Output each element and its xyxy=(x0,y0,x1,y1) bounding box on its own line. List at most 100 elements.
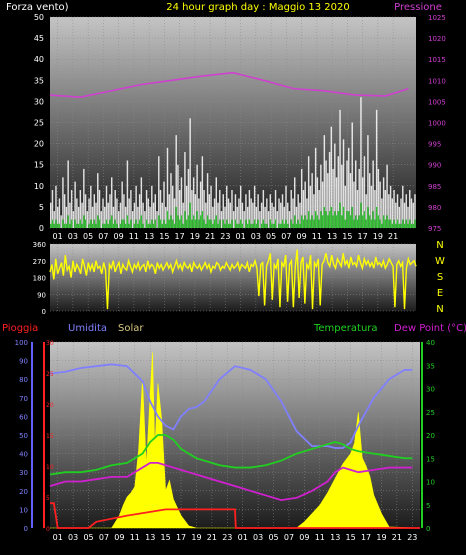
gust-bar xyxy=(189,118,191,228)
temperature-ticks: 0 5 10 15 20 25 30 35 40 xyxy=(426,339,435,533)
speed-bar xyxy=(114,219,116,228)
speed-bar xyxy=(367,206,369,228)
gust-bar xyxy=(152,202,155,228)
speed-bar xyxy=(81,223,83,228)
gust-bar xyxy=(355,160,357,228)
speed-bar xyxy=(196,211,198,228)
climate-x-tick-label: 03 xyxy=(253,533,263,542)
gust-bar xyxy=(360,97,362,229)
rain-tick-label: 25 xyxy=(46,371,54,378)
wind-left-tick-label: 40 xyxy=(34,55,44,64)
direction-ticks: 0 90 180 270 360 xyxy=(33,241,46,316)
speed-bar xyxy=(180,215,183,228)
rain-label: Pioggia xyxy=(2,323,38,334)
gust-bar xyxy=(306,198,308,228)
gust-bar xyxy=(409,190,411,228)
rain-tick-label: 10 xyxy=(46,464,54,471)
speed-bar xyxy=(234,219,237,228)
speed-bar xyxy=(248,219,251,228)
speed-bar xyxy=(159,219,162,228)
speed-bar xyxy=(154,219,157,228)
wind-left-tick-label: 0 xyxy=(39,224,44,233)
climate-x-tick-label: 23 xyxy=(222,533,232,542)
climate-x-tick-label: 21 xyxy=(207,533,217,542)
wind-left-tick-label: 10 xyxy=(34,182,44,191)
wind-x-tick-label: 15 xyxy=(342,232,352,241)
speed-bar xyxy=(163,219,165,228)
gust-bar xyxy=(91,206,94,228)
gust-bar xyxy=(111,177,113,228)
wind-left-tick-label: 15 xyxy=(34,161,44,170)
speed-bar xyxy=(300,215,303,228)
wind-x-tick-label: 21 xyxy=(205,232,215,241)
climate-x-tick-label: 19 xyxy=(191,533,201,542)
gust-bar xyxy=(412,202,414,228)
gust-bar xyxy=(260,202,263,228)
speed-bar xyxy=(255,223,258,228)
gust-bar xyxy=(70,190,73,228)
gust-bar xyxy=(320,164,322,228)
gust-bar xyxy=(191,190,193,228)
wind-x-tick-label: 15 xyxy=(159,232,169,241)
wind-left-tick-label: 45 xyxy=(34,34,44,43)
wind-x-tick-label: 05 xyxy=(83,232,93,241)
climate-x-tick-label: 13 xyxy=(330,533,340,542)
temperature-tick-label: 40 xyxy=(426,339,435,347)
gust-bar xyxy=(65,206,68,228)
humidity-ticks: 0 10 20 30 40 50 60 70 80 90 100 xyxy=(15,339,28,533)
gust-bar xyxy=(297,194,299,228)
humidity-tick-label: 60 xyxy=(19,413,28,421)
rain-ticks: 0 5 10 15 20 25 30 xyxy=(46,340,54,533)
speed-bar xyxy=(149,223,151,228)
pressure-line xyxy=(49,71,409,98)
climate-x-tick-label: 05 xyxy=(268,533,278,542)
wind-left-tick-label: 50 xyxy=(34,13,44,22)
speed-bar xyxy=(133,223,136,228)
wind-left-tick-label: 30 xyxy=(34,97,44,106)
gust-bar xyxy=(62,177,64,228)
speed-bar xyxy=(337,211,340,228)
gust-bar xyxy=(159,190,162,228)
gust-bar xyxy=(327,173,329,228)
speed-bar xyxy=(91,223,94,228)
gust-bar xyxy=(198,198,200,228)
speed-bar xyxy=(360,202,362,228)
dewpoint-line xyxy=(49,461,413,502)
gust-bar xyxy=(210,185,212,228)
gust-bar xyxy=(233,211,235,228)
gust-bar xyxy=(239,185,242,228)
speed-bar xyxy=(201,211,204,228)
rain-tick-label: 5 xyxy=(46,495,50,502)
speed-bar xyxy=(124,223,127,228)
gust-bar xyxy=(50,202,52,228)
gust-bar xyxy=(117,211,120,228)
gust-bar xyxy=(253,185,256,228)
speed-bar xyxy=(342,206,345,228)
wind-x-tick-label: 07 xyxy=(281,232,291,241)
wind-x-tick-label: 07 xyxy=(98,232,108,241)
pressure-tick-label: 1020 xyxy=(428,35,446,43)
wind-x-tick-label: 01 xyxy=(53,232,63,241)
speed-bar xyxy=(304,215,306,228)
gust-bar xyxy=(55,185,57,228)
gust-bar xyxy=(90,185,92,228)
speed-bar xyxy=(51,219,54,228)
speed-bar xyxy=(67,215,69,228)
climate-x-tick-label: 11 xyxy=(315,533,325,542)
speed-bar xyxy=(226,219,228,228)
gust-bar xyxy=(178,190,181,228)
gust-bar xyxy=(187,168,190,228)
gust-bar xyxy=(81,202,83,228)
speed-bar xyxy=(278,223,280,228)
gust-bar xyxy=(166,147,169,228)
speed-bar xyxy=(266,223,268,228)
gust-bar xyxy=(290,190,292,228)
speed-bar xyxy=(77,223,80,228)
speed-bar xyxy=(206,215,209,228)
gust-bar xyxy=(330,126,333,228)
direction-tick-label: 270 xyxy=(33,258,46,266)
gust-bar xyxy=(206,173,209,228)
speed-bar xyxy=(250,223,252,228)
speed-bar xyxy=(178,219,181,228)
wind-x-tick-label: 09 xyxy=(114,232,124,241)
